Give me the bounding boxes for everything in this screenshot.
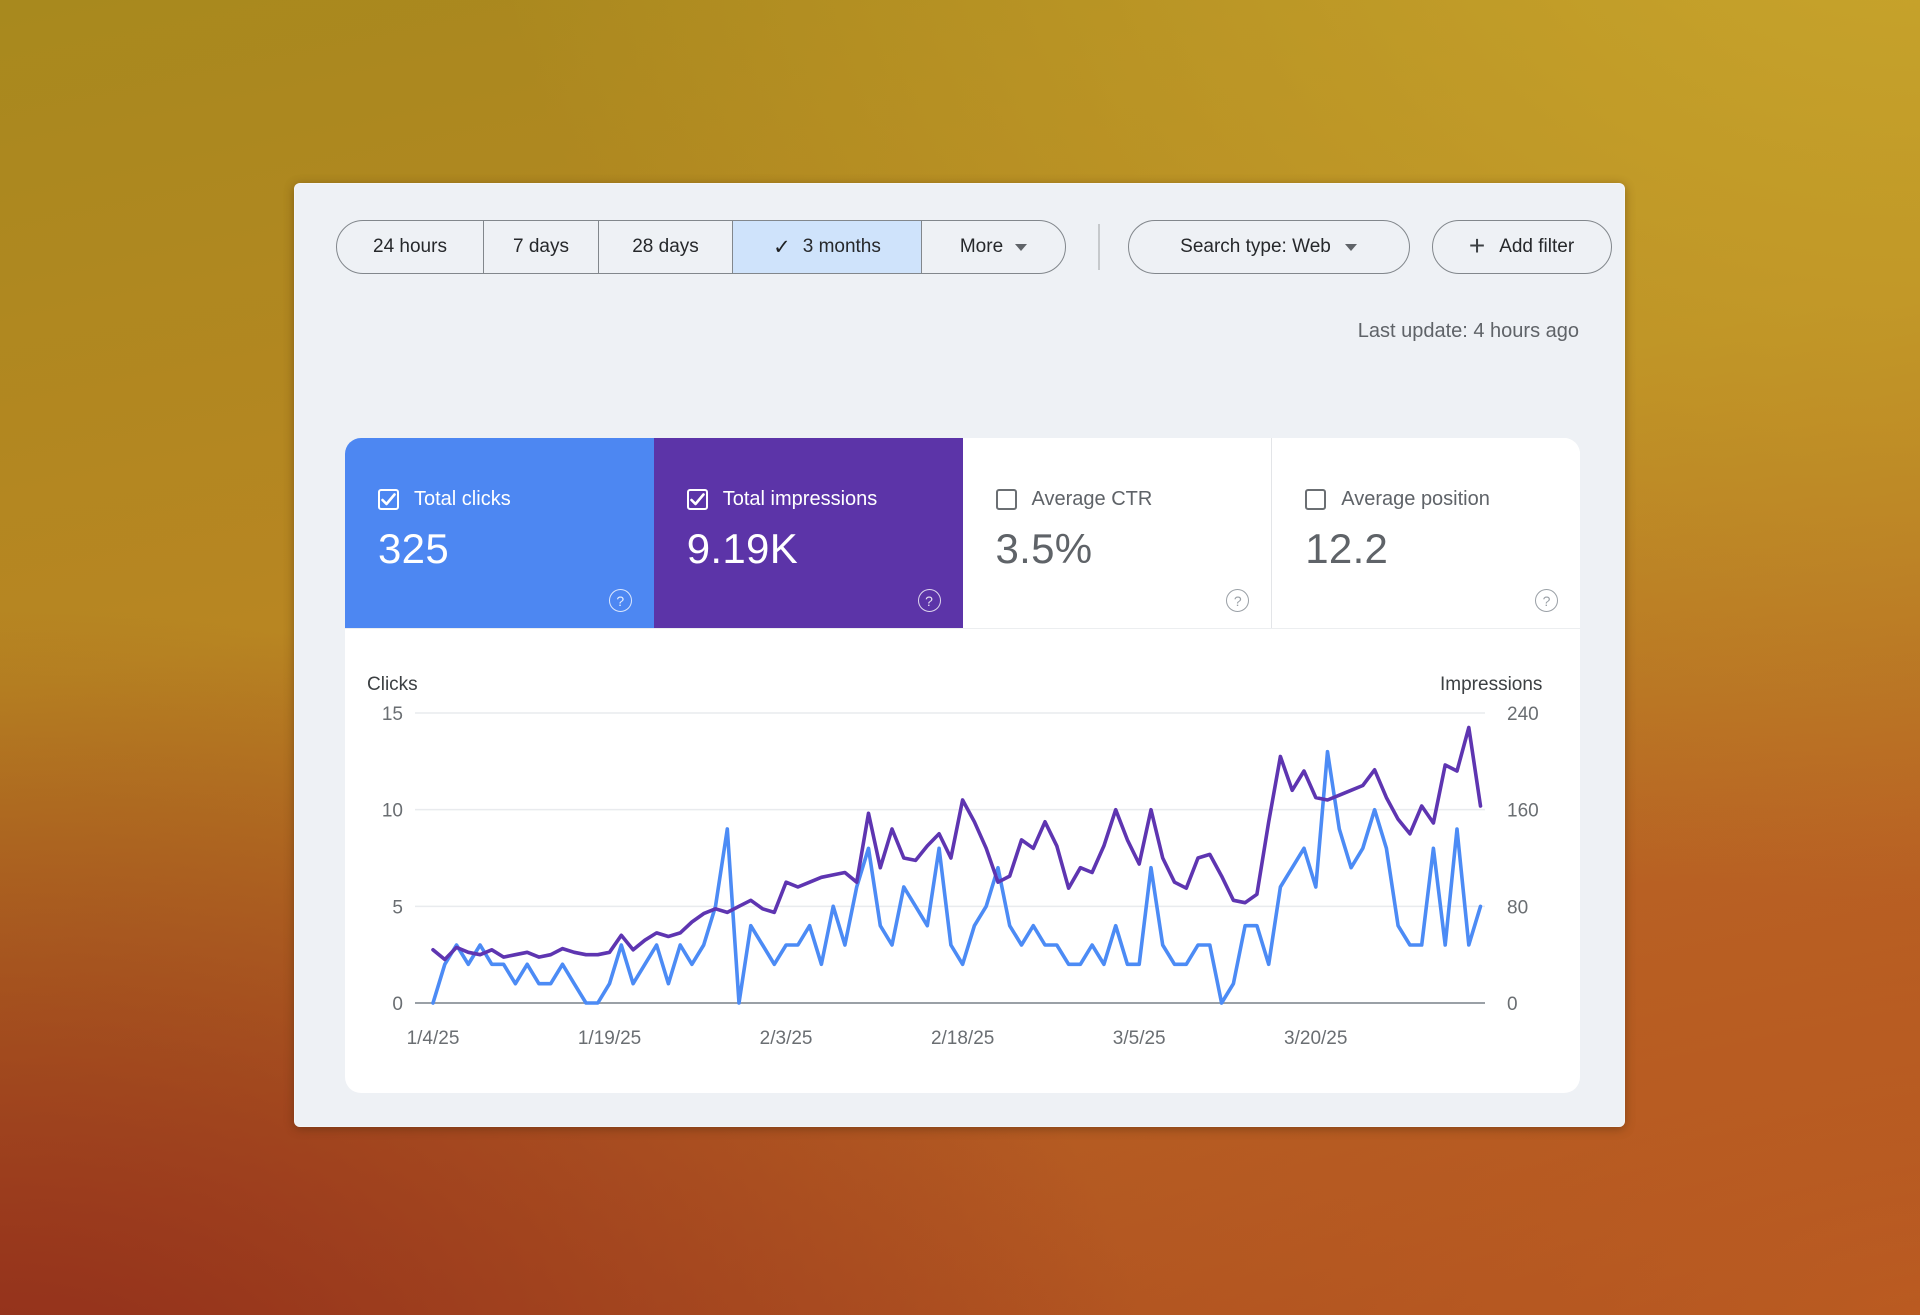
search-console-performance-window: 24 hours 7 days 28 days ✓ 3 months More … (294, 183, 1625, 1127)
plus-icon: + (1468, 230, 1486, 261)
performance-chart-area: Clicks Impressions 0 5 10 15 0 80 160 240 1/4/25 1/… (345, 629, 1580, 1093)
right-axis-tick-label: 240 (1507, 704, 1539, 725)
date-range-24-hours[interactable]: 24 hours (337, 221, 483, 273)
series-total-impressions (431, 725, 1483, 962)
x-axis-date-label: 1/4/25 (407, 1028, 460, 1049)
metric-card-average-position[interactable]: Average position 12.2 ? (1271, 438, 1580, 628)
date-range-label: 24 hours (373, 236, 447, 257)
right-axis-title: Impressions (1440, 674, 1542, 695)
help-icon[interactable]: ? (608, 589, 632, 612)
search-type-dropdown[interactable]: Search type: Web (1127, 220, 1410, 274)
search-type-label: Search type: Web (1180, 236, 1331, 257)
metric-label: Average position (1341, 488, 1490, 510)
help-icon[interactable]: ? (1535, 589, 1558, 612)
date-range-more-button[interactable]: More (921, 221, 1065, 273)
metric-label: Total clicks (414, 488, 511, 510)
left-axis-tick-label: 10 (382, 801, 403, 822)
x-axis-date-label: 3/5/25 (1113, 1028, 1166, 1049)
x-axis-date-label: 2/3/25 (760, 1028, 813, 1049)
checkbox-unchecked-icon[interactable] (1305, 489, 1327, 510)
date-range-7-days[interactable]: 7 days (483, 221, 598, 273)
check-icon: ✓ (773, 235, 791, 259)
date-range-label: 3 months (802, 236, 881, 257)
right-axis-tick-label: 160 (1507, 801, 1539, 822)
metric-value: 325 (378, 525, 449, 572)
x-axis-date-label: 2/18/25 (931, 1028, 994, 1049)
add-filter-button[interactable]: + Add filter (1431, 220, 1612, 274)
chevron-down-icon (1015, 243, 1028, 251)
add-filter-label: Add filter (1499, 236, 1575, 257)
metric-value: 3.5% (995, 525, 1093, 572)
date-range-28-days[interactable]: 28 days (598, 221, 732, 273)
filters-toolbar: 24 hours 7 days 28 days ✓ 3 months More … (336, 220, 1612, 274)
left-axis-tick-label: 5 (392, 897, 403, 918)
date-range-label: More (959, 236, 1004, 257)
right-axis-tick-label: 80 (1507, 897, 1528, 918)
help-icon[interactable]: ? (1226, 589, 1250, 612)
right-axis-tick-label: 0 (1507, 994, 1518, 1015)
metric-cards-row: Total clicks 325 ? Total impressions 9.1… (345, 438, 1580, 629)
chevron-down-icon (1344, 243, 1357, 251)
metric-card-total-clicks[interactable]: Total clicks 325 ? (345, 438, 654, 628)
metric-label: Total impressions (722, 488, 878, 510)
last-update-status: Last update: 4 hours ago (1357, 320, 1579, 342)
left-axis-tick-label: 15 (382, 704, 403, 725)
date-range-label: 7 days (513, 236, 569, 257)
x-axis-date-label: 1/19/25 (578, 1028, 641, 1049)
checkbox-checked-icon[interactable] (686, 489, 708, 510)
checkbox-unchecked-icon[interactable] (995, 489, 1017, 510)
date-range-3-months[interactable]: ✓ 3 months (732, 221, 921, 273)
x-axis-date-label: 3/20/25 (1284, 1028, 1347, 1049)
left-axis-title: Clicks (367, 674, 418, 695)
help-icon[interactable]: ? (917, 589, 941, 612)
metric-card-average-ctr[interactable]: Average CTR 3.5% ? (962, 438, 1272, 628)
date-range-segmented-control: 24 hours 7 days 28 days ✓ 3 months More (336, 220, 1066, 274)
left-axis-tick-label: 0 (392, 994, 403, 1015)
series-total-clicks (431, 749, 1483, 1005)
metric-value: 12.2 (1305, 525, 1389, 572)
metric-card-total-impressions[interactable]: Total impressions 9.19K ? (653, 438, 963, 628)
toolbar-divider (1098, 224, 1100, 270)
checkbox-checked-icon[interactable] (378, 489, 399, 510)
metric-label: Average CTR (1031, 488, 1153, 510)
performance-panel: Total clicks 325 ? Total impressions 9.1… (345, 438, 1580, 1093)
date-range-label: 28 days (632, 236, 699, 257)
metric-value: 9.19K (686, 525, 799, 572)
performance-line-chart: Clicks Impressions 0 5 10 15 0 80 160 240 1/4/25 1/… (367, 674, 1542, 1049)
